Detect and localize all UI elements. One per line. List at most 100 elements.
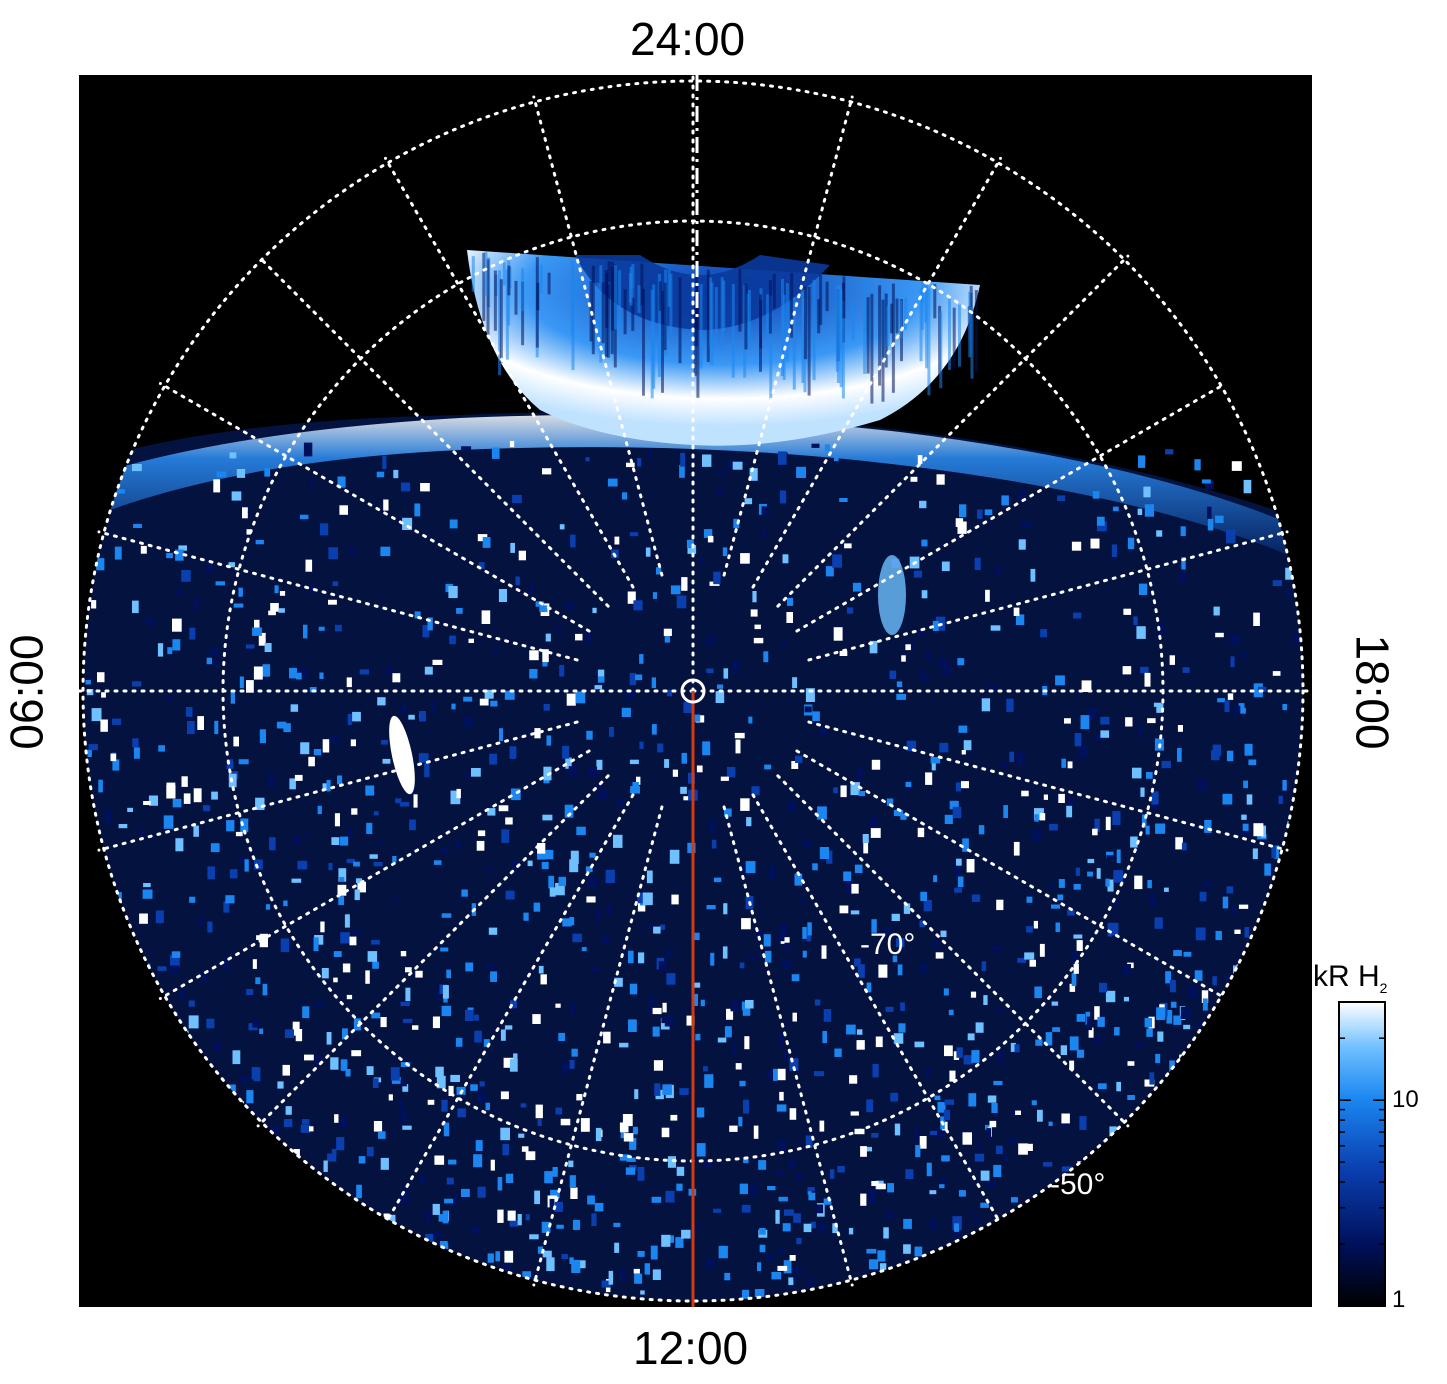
emission-speckle (1238, 904, 1249, 909)
emission-speckle (354, 889, 360, 901)
emission-speckle (334, 813, 340, 827)
oval-streak (591, 265, 595, 355)
emission-speckle (1081, 680, 1092, 692)
emission-speckle (143, 883, 151, 888)
emission-speckle (893, 1033, 904, 1044)
emission-speckle (921, 539, 928, 547)
emission-speckle (440, 947, 449, 952)
emission-speckle (520, 1103, 527, 1108)
emission-speckle (952, 1229, 961, 1237)
emission-speckle (1031, 829, 1042, 842)
oval-streak (547, 272, 551, 295)
emission-speckle (1100, 730, 1110, 738)
emission-speckle (703, 529, 713, 538)
emission-speckle (207, 866, 215, 880)
emission-speckle (1212, 976, 1217, 986)
emission-speckle (605, 869, 615, 883)
emission-speckle (970, 991, 977, 998)
emission-speckle (575, 691, 586, 704)
emission-speckle (672, 769, 678, 777)
colorbar-tick-1: 1 (1392, 1286, 1406, 1313)
emission-speckle (171, 951, 181, 958)
emission-speckle (590, 967, 601, 972)
emission-speckle (299, 514, 309, 520)
emission-speckle (646, 870, 653, 884)
oval-streak (884, 293, 888, 368)
emission-speckle (903, 903, 911, 914)
emission-speckle (532, 1014, 541, 1024)
emission-speckle (608, 1270, 614, 1285)
emission-speckle (856, 1029, 863, 1035)
dawn-bright-spot (389, 715, 415, 795)
emission-speckle (978, 825, 985, 835)
emission-speckle (728, 1308, 738, 1318)
emission-speckle (353, 861, 360, 867)
emission-speckle (1272, 671, 1281, 676)
emission-speckle (654, 1083, 661, 1096)
emission-speckle (1253, 612, 1260, 626)
emission-speckle (476, 840, 485, 851)
emission-speckle (1048, 1121, 1053, 1126)
meridian-line (722, 95, 854, 577)
emission-speckle (845, 881, 856, 894)
emission-speckle (741, 1204, 751, 1213)
emission-speckle (803, 1223, 812, 1233)
emission-speckle (897, 964, 903, 976)
emission-speckle (687, 842, 696, 854)
emission-speckle (730, 999, 740, 1012)
emission-speckle (189, 896, 196, 903)
emission-speckle (441, 1005, 452, 1017)
emission-speckle (1009, 751, 1014, 762)
emission-speckle (1134, 875, 1143, 890)
emission-speckle (172, 618, 182, 632)
emission-speckle (420, 483, 430, 492)
oval-streak (599, 265, 603, 363)
emission-speckle (670, 585, 681, 595)
emission-speckle (937, 1127, 945, 1138)
emission-speckle (1013, 607, 1020, 616)
emission-speckle (681, 577, 688, 591)
emission-speckle (1133, 616, 1138, 625)
emission-speckle (1222, 793, 1233, 805)
emission-speckle (291, 878, 302, 883)
emission-speckle (996, 1145, 1003, 1155)
emission-speckle (958, 725, 968, 733)
emission-speckle (1002, 1152, 1009, 1161)
emission-speckle (753, 637, 764, 644)
emission-speckle (585, 630, 592, 645)
emission-speckle (814, 1071, 824, 1077)
emission-speckle (1061, 758, 1066, 768)
emission-speckle (203, 805, 211, 812)
emission-speckle (681, 1229, 691, 1239)
emission-speckle (637, 1251, 645, 1257)
emission-speckle (1170, 1001, 1177, 1008)
emission-speckle (169, 965, 180, 975)
emission-speckle (239, 1075, 250, 1083)
emission-speckle (702, 741, 711, 756)
emission-speckle (463, 716, 473, 728)
emission-speckle (952, 1216, 962, 1230)
emission-speckle (825, 566, 834, 577)
emission-speckle (188, 1000, 195, 1007)
emission-speckle (240, 857, 248, 864)
emission-speckle (860, 1193, 867, 1206)
emission-speckle (400, 1189, 410, 1203)
emission-speckle (1107, 879, 1114, 892)
emission-speckle (166, 552, 173, 559)
emission-speckle (802, 926, 807, 939)
emission-speckle (309, 478, 314, 490)
emission-speckle (650, 1245, 658, 1260)
emission-speckle (768, 865, 775, 880)
emission-speckle (900, 1002, 905, 1011)
oval-streak (642, 289, 645, 396)
emission-speckle (213, 1042, 222, 1051)
emission-speckle (636, 776, 641, 785)
emission-speckle (626, 462, 635, 468)
emission-speckle (1141, 814, 1147, 828)
pole-marker (680, 678, 706, 704)
emission-speckle (919, 500, 927, 509)
emission-speckle (717, 1037, 727, 1043)
emission-speckle (792, 677, 798, 689)
emission-speckle (996, 899, 1004, 911)
